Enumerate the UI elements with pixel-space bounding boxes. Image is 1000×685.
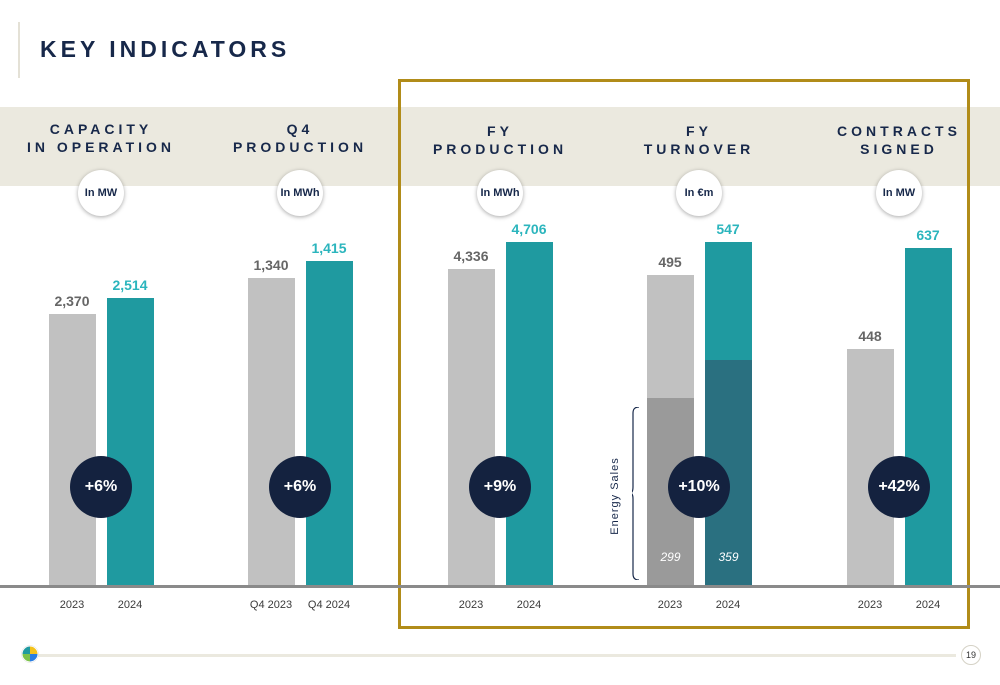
value-label: 1,415 (311, 240, 347, 257)
unit-badge: In €m (676, 170, 722, 216)
panel-title-fy-turnover: FY TURNOVER (643, 123, 755, 157)
page-number: 19 (961, 645, 981, 665)
unit-badge: In MWh (477, 170, 523, 216)
value-label: 448 (858, 327, 882, 344)
category-label: 2023 (857, 599, 883, 611)
growth-badge: +10% (668, 456, 730, 518)
energy-sales-bracket (632, 407, 640, 580)
bar-2024 (505, 242, 553, 586)
category-label: 2023 (458, 599, 484, 611)
value-label: 4,706 (511, 221, 547, 238)
panel-title-fy-production: FY PRODUCTION (432, 123, 568, 157)
value-label: 547 (716, 221, 740, 238)
bar-2024 (106, 297, 154, 586)
category-label: 2024 (915, 599, 941, 611)
highlight-frame (398, 79, 970, 629)
bar-q4-2024 (305, 261, 353, 586)
category-label: 2024 (516, 599, 542, 611)
value-label: 2,514 (112, 276, 148, 293)
category-label: 2024 (715, 599, 741, 611)
category-label: 2023 (657, 599, 683, 611)
panel-title-capacity-in-operation: CAPACITY IN OPERATION (26, 121, 176, 155)
value-label: 2,370 (54, 293, 90, 310)
growth-badge: +42% (868, 456, 930, 518)
panel-title-q4-production: Q4 PRODUCTION (232, 121, 368, 155)
growth-badge: +9% (469, 456, 531, 518)
page-title: KEY INDICATORS (40, 36, 291, 62)
footer-rule (38, 654, 956, 657)
value-label: 637 (916, 227, 940, 244)
category-label: 2024 (117, 599, 143, 611)
value-label: 1,340 (253, 257, 289, 274)
bar-2023 (447, 269, 495, 586)
segment-value-label: 299 (660, 550, 681, 564)
bar-q4-2023 (247, 278, 295, 586)
growth-badge: +6% (70, 456, 132, 518)
bar-2023 (48, 314, 96, 586)
segment-value-label: 359 (718, 550, 739, 564)
value-label: 4,336 (453, 248, 489, 265)
category-label: Q4 2024 (307, 599, 351, 611)
value-label: 495 (658, 253, 682, 270)
category-label: Q4 2023 (249, 599, 293, 611)
category-label: 2023 (59, 599, 85, 611)
growth-badge: +6% (269, 456, 331, 518)
chart-baseline (0, 585, 1000, 588)
unit-badge: In MWh (277, 170, 323, 216)
energy-sales-label: Energy Sales (609, 457, 621, 535)
unit-badge: In MW (876, 170, 922, 216)
bar-2024 (904, 248, 952, 586)
company-logo-icon (21, 645, 39, 663)
unit-badge: In MW (78, 170, 124, 216)
title-accent-rule (18, 22, 20, 78)
panel-title-contracts-signed: CONTRACTS SIGNED (837, 123, 961, 157)
